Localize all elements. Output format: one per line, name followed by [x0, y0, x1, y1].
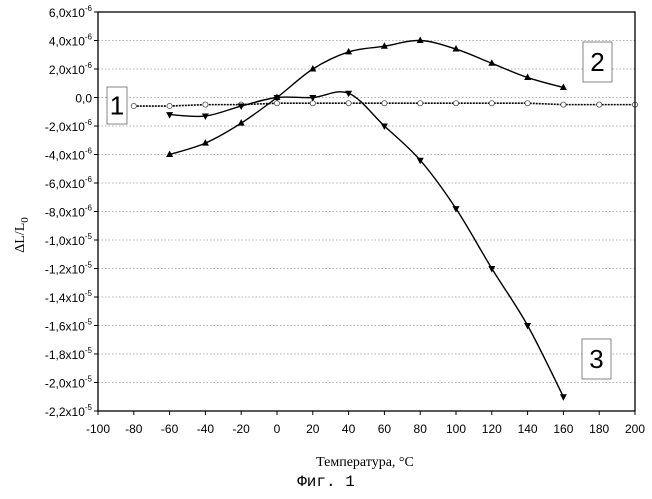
- series-1: [131, 101, 637, 109]
- series-3: [166, 91, 567, 401]
- y-tick-exponent: -5: [85, 261, 93, 270]
- y-tick-mantissa: 2,0x10: [49, 63, 85, 77]
- y-tick-mantissa: 4,0x10: [49, 35, 85, 49]
- y-axis-title-subscript: 0: [19, 217, 31, 223]
- y-tick-exponent: -5: [85, 232, 93, 241]
- y-tick-exponent: -5: [85, 346, 93, 355]
- y-tick-exponent: -6: [85, 61, 93, 70]
- data-point: [453, 101, 458, 106]
- data-point: [167, 103, 172, 108]
- y-tick-exponent: -5: [85, 403, 93, 412]
- data-point: [346, 101, 351, 106]
- x-tick-label: -20: [233, 422, 251, 436]
- y-tick-label: -1,2x10-5: [45, 261, 93, 277]
- data-point: [418, 101, 423, 106]
- y-tick-label: -1,6x10-5: [45, 318, 93, 334]
- data-point: [560, 394, 567, 401]
- x-tick-label: 160: [553, 422, 573, 436]
- series-layer: [131, 37, 637, 401]
- curve-tags: 1 2 3: [107, 42, 612, 379]
- x-tick-label: 180: [589, 422, 609, 436]
- y-tick-exponent: -6: [85, 175, 93, 184]
- y-tick-mantissa: -6,0x10: [45, 177, 85, 191]
- x-tick-label: 0: [274, 422, 281, 436]
- data-point: [131, 103, 136, 108]
- data-point: [417, 37, 424, 44]
- x-tick-label: 40: [342, 422, 356, 436]
- y-tick-label: 4,0x10-6: [49, 33, 93, 49]
- curve-tag-label: 3: [589, 344, 603, 374]
- y-tick-mantissa: -1,0x10: [45, 234, 85, 248]
- data-point: [561, 102, 566, 107]
- y-tick-label: -1,4x10-5: [45, 289, 93, 305]
- y-tick-label: 2,0x10-6: [49, 61, 93, 77]
- y-tick-exponent: -5: [85, 289, 93, 298]
- y-axis-title: ΔL/L0: [13, 217, 31, 253]
- y-axis-title-main: ΔL/L: [13, 223, 28, 253]
- x-tick-label: -100: [86, 422, 110, 436]
- x-tick-label: -40: [197, 422, 215, 436]
- curve-tag-2: 2: [583, 42, 612, 82]
- series-line: [170, 92, 564, 397]
- y-tick-exponent: -6: [85, 33, 93, 42]
- x-axis-title: Температура, °C: [316, 455, 414, 470]
- curve-tag-3: 3: [582, 339, 611, 379]
- data-point: [597, 102, 602, 107]
- x-tick-label: -60: [161, 422, 179, 436]
- y-tick-mantissa: -2,0x10: [45, 120, 85, 134]
- y-tick-label: 6,0x10-6: [49, 4, 93, 20]
- y-tick-mantissa: -1,8x10: [45, 348, 85, 362]
- y-axis: 6,0x10-64,0x10-62,0x10-60,0-2,0x10-6-4,0…: [45, 4, 98, 419]
- y-tick-label: -6,0x10-6: [45, 175, 93, 191]
- y-tick-exponent: -6: [85, 4, 93, 13]
- curve-tag-label: 1: [110, 91, 124, 121]
- x-tick-label: 80: [414, 422, 428, 436]
- y-tick-exponent: -5: [85, 318, 93, 327]
- curve-tag-label: 2: [590, 47, 604, 77]
- x-tick-label: 100: [446, 422, 466, 436]
- x-tick-label: 200: [625, 422, 645, 436]
- y-tick-mantissa: -2,2x10: [45, 405, 85, 419]
- svg-text:ΔL/L0: ΔL/L0: [13, 217, 31, 253]
- x-tick-label: 60: [378, 422, 392, 436]
- curve-tag-1: 1: [107, 87, 127, 124]
- x-tick-label: 120: [482, 422, 502, 436]
- y-tick-exponent: -6: [85, 118, 93, 127]
- y-tick-label: 0,0: [75, 92, 92, 106]
- y-tick-label: -4,0x10-6: [45, 147, 93, 163]
- gridlines: [98, 41, 635, 383]
- y-tick-mantissa: -1,4x10: [45, 291, 85, 305]
- x-tick-label: 20: [306, 422, 320, 436]
- y-tick-exponent: -5: [85, 375, 93, 384]
- y-tick-mantissa: -8,0x10: [45, 206, 85, 220]
- y-tick-mantissa: 0,0: [75, 92, 92, 106]
- y-tick-label: -2,0x10-6: [45, 118, 93, 134]
- x-axis: -100 -80 -60 -40 -20 0 20 40 60 80 100 120 140 160 180…: [86, 411, 645, 436]
- y-tick-label: -1,0x10-5: [45, 232, 93, 248]
- y-tick-mantissa: -4,0x10: [45, 149, 85, 163]
- y-tick-label: -1,8x10-5: [45, 346, 93, 362]
- data-point: [203, 102, 208, 107]
- series-2: [166, 37, 567, 158]
- data-point: [382, 101, 387, 106]
- y-tick-mantissa: -2,0x10: [45, 377, 85, 391]
- data-point: [238, 119, 245, 126]
- y-tick-exponent: -6: [85, 147, 93, 156]
- y-tick-label: -2,0x10-5: [45, 375, 93, 391]
- y-tick-exponent: -6: [85, 204, 93, 213]
- data-point: [489, 101, 494, 106]
- figure-caption: Фиг. 1: [0, 473, 652, 491]
- x-tick-label: 140: [518, 422, 538, 436]
- x-tick-label: -80: [125, 422, 143, 436]
- y-tick-label: -2,2x10-5: [45, 403, 93, 419]
- y-tick-mantissa: 6,0x10: [49, 6, 85, 20]
- y-tick-mantissa: -1,2x10: [45, 263, 85, 277]
- data-point: [525, 101, 530, 106]
- y-tick-mantissa: -1,6x10: [45, 320, 85, 334]
- y-tick-label: -8,0x10-6: [45, 204, 93, 220]
